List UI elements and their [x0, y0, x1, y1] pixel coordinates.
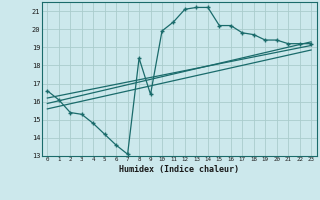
- X-axis label: Humidex (Indice chaleur): Humidex (Indice chaleur): [119, 165, 239, 174]
